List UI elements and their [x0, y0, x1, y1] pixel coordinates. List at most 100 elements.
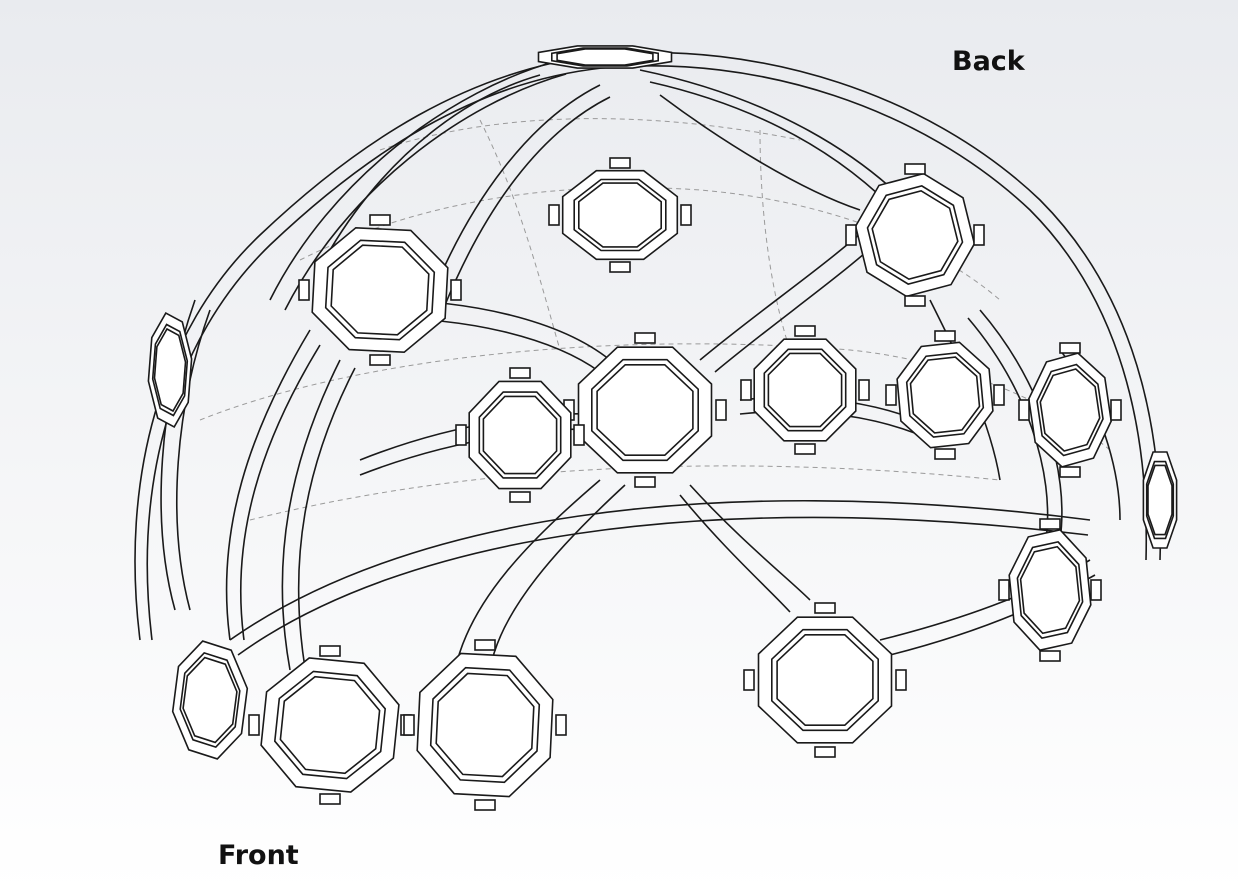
sensor-holder-lip-15 [556, 48, 654, 66]
rib-curve-7 [429, 84, 601, 301]
sensor-holder-inner-1 [590, 358, 700, 462]
holder-tab-top-7 [1059, 342, 1081, 354]
holder-tab-bottom-9 [474, 799, 496, 811]
holder-tab-bottom-2 [609, 261, 631, 273]
holder-tab-left-11 [998, 579, 1010, 601]
sensor-holder-lip-2 [577, 182, 663, 248]
holder-tab-top-11 [1039, 518, 1061, 530]
sensor-holder-inner-7 [1036, 363, 1104, 457]
holder-tab-left-9 [403, 714, 415, 736]
rib-curve-24 [229, 499, 1091, 641]
sensor-holder-lip-13 [1147, 464, 1173, 536]
sensor-holder-inner-15 [550, 47, 660, 67]
holder-tab-right-5 [858, 379, 870, 401]
sensor-holder-inner-10 [770, 628, 880, 732]
sensor-holder-lip-1 [596, 363, 694, 457]
sensor-holders [147, 45, 1178, 811]
rib-curve-4 [329, 74, 541, 251]
hidden-lines [199, 118, 1111, 521]
rib-curve-21 [239, 344, 321, 641]
sensor-holder-lip-3 [871, 189, 959, 281]
holder-tab-bottom-1 [634, 476, 656, 488]
holder-tab-right-7 [1110, 399, 1122, 421]
holder-tab-bottom-5 [794, 443, 816, 455]
hidden-line-3 [249, 465, 1001, 521]
rib-curve-13 [714, 239, 881, 373]
holder-tab-bottom-6 [934, 448, 956, 460]
holder-tab-top-4 [509, 367, 531, 379]
holder-tab-top-3 [904, 163, 926, 175]
front-label: Front [218, 840, 299, 871]
holder-tab-left-4 [455, 424, 467, 446]
holder-tab-bottom-4 [509, 491, 531, 503]
sensor-holder-inner-2 [573, 178, 667, 252]
sensor-holder-lip-5 [767, 352, 843, 428]
holder-tab-right-9 [555, 714, 567, 736]
sensor-holder-inner-8 [273, 670, 387, 780]
holder-tab-left-0 [298, 279, 310, 301]
rib-curve-20 [225, 329, 311, 641]
sensor-holder-inner-12 [179, 651, 241, 749]
sensor-holder-inner-0 [324, 239, 436, 341]
sensor-holder-lip-4 [482, 395, 558, 475]
rib-curve-16 [689, 484, 811, 601]
holder-tab-left-5 [740, 379, 752, 401]
rib-curve-15 [489, 484, 626, 671]
holder-tab-right-10 [895, 669, 907, 691]
holder-tab-right-1 [715, 399, 727, 421]
rib-curve-17 [679, 494, 791, 613]
holder-tab-right-4 [573, 424, 585, 446]
rib-curve-29 [967, 317, 1049, 541]
sensor-holder-lip-8 [279, 675, 381, 775]
sensor-holder-inner-4 [478, 391, 562, 479]
rib-curve-2 [269, 59, 561, 301]
holder-tab-top-10 [814, 602, 836, 614]
sensor-holder-inner-14 [151, 323, 189, 417]
holder-tab-left-2 [548, 204, 560, 226]
hidden-line-4 [479, 119, 561, 351]
holder-tab-top-9 [474, 639, 496, 651]
sensor-holder-lip-7 [1039, 368, 1101, 452]
holder-tab-left-6 [885, 384, 897, 406]
holder-tab-right-11 [1090, 579, 1102, 601]
sensor-holder-lip-11 [1019, 545, 1081, 635]
sensor-holder-lip-6 [909, 356, 981, 434]
sensor-holder-inner-6 [905, 352, 985, 438]
sensor-holder-inner-5 [763, 348, 847, 432]
sensor-holder-inner-13 [1145, 460, 1175, 540]
sensor-holder-lip-12 [182, 656, 238, 744]
holder-tab-right-3 [973, 224, 985, 246]
holder-tab-right-2 [680, 204, 692, 226]
sensor-holder-inner-11 [1016, 541, 1084, 639]
holder-tab-right-6 [993, 384, 1005, 406]
sensor-holder-lip-9 [435, 672, 535, 778]
holder-tab-top-6 [934, 330, 956, 342]
sensor-holder-lip-14 [153, 327, 187, 413]
holder-tab-left-3 [845, 224, 857, 246]
rib-curve-25 [237, 516, 1089, 656]
holder-tab-left-10 [743, 669, 755, 691]
holder-tab-bottom-7 [1059, 466, 1081, 478]
holder-tab-top-0 [369, 214, 391, 226]
hidden-line-5 [759, 129, 791, 351]
back-label: Back [952, 46, 1025, 77]
sensor-holder-lip-10 [776, 633, 874, 727]
holder-tab-bottom-0 [369, 354, 391, 366]
rib-curve-23 [176, 309, 211, 611]
holder-tab-bottom-8 [319, 793, 341, 805]
holder-tab-bottom-3 [904, 295, 926, 307]
sensor-holder-inner-9 [429, 666, 541, 784]
rib-curve-9 [659, 94, 861, 211]
rib-curve-14 [454, 479, 601, 671]
holder-tab-bottom-11 [1039, 650, 1061, 662]
hidden-line-0 [299, 187, 1001, 301]
rib-curve-8 [444, 96, 611, 306]
holder-tab-left-7 [1018, 399, 1030, 421]
holder-tab-top-5 [794, 325, 816, 337]
rib-curve-3 [284, 73, 567, 311]
rib-curve-18 [281, 359, 341, 671]
sensor-holder-lip-0 [330, 244, 430, 336]
holder-tab-top-1 [634, 332, 656, 344]
holder-tab-right-0 [450, 279, 462, 301]
